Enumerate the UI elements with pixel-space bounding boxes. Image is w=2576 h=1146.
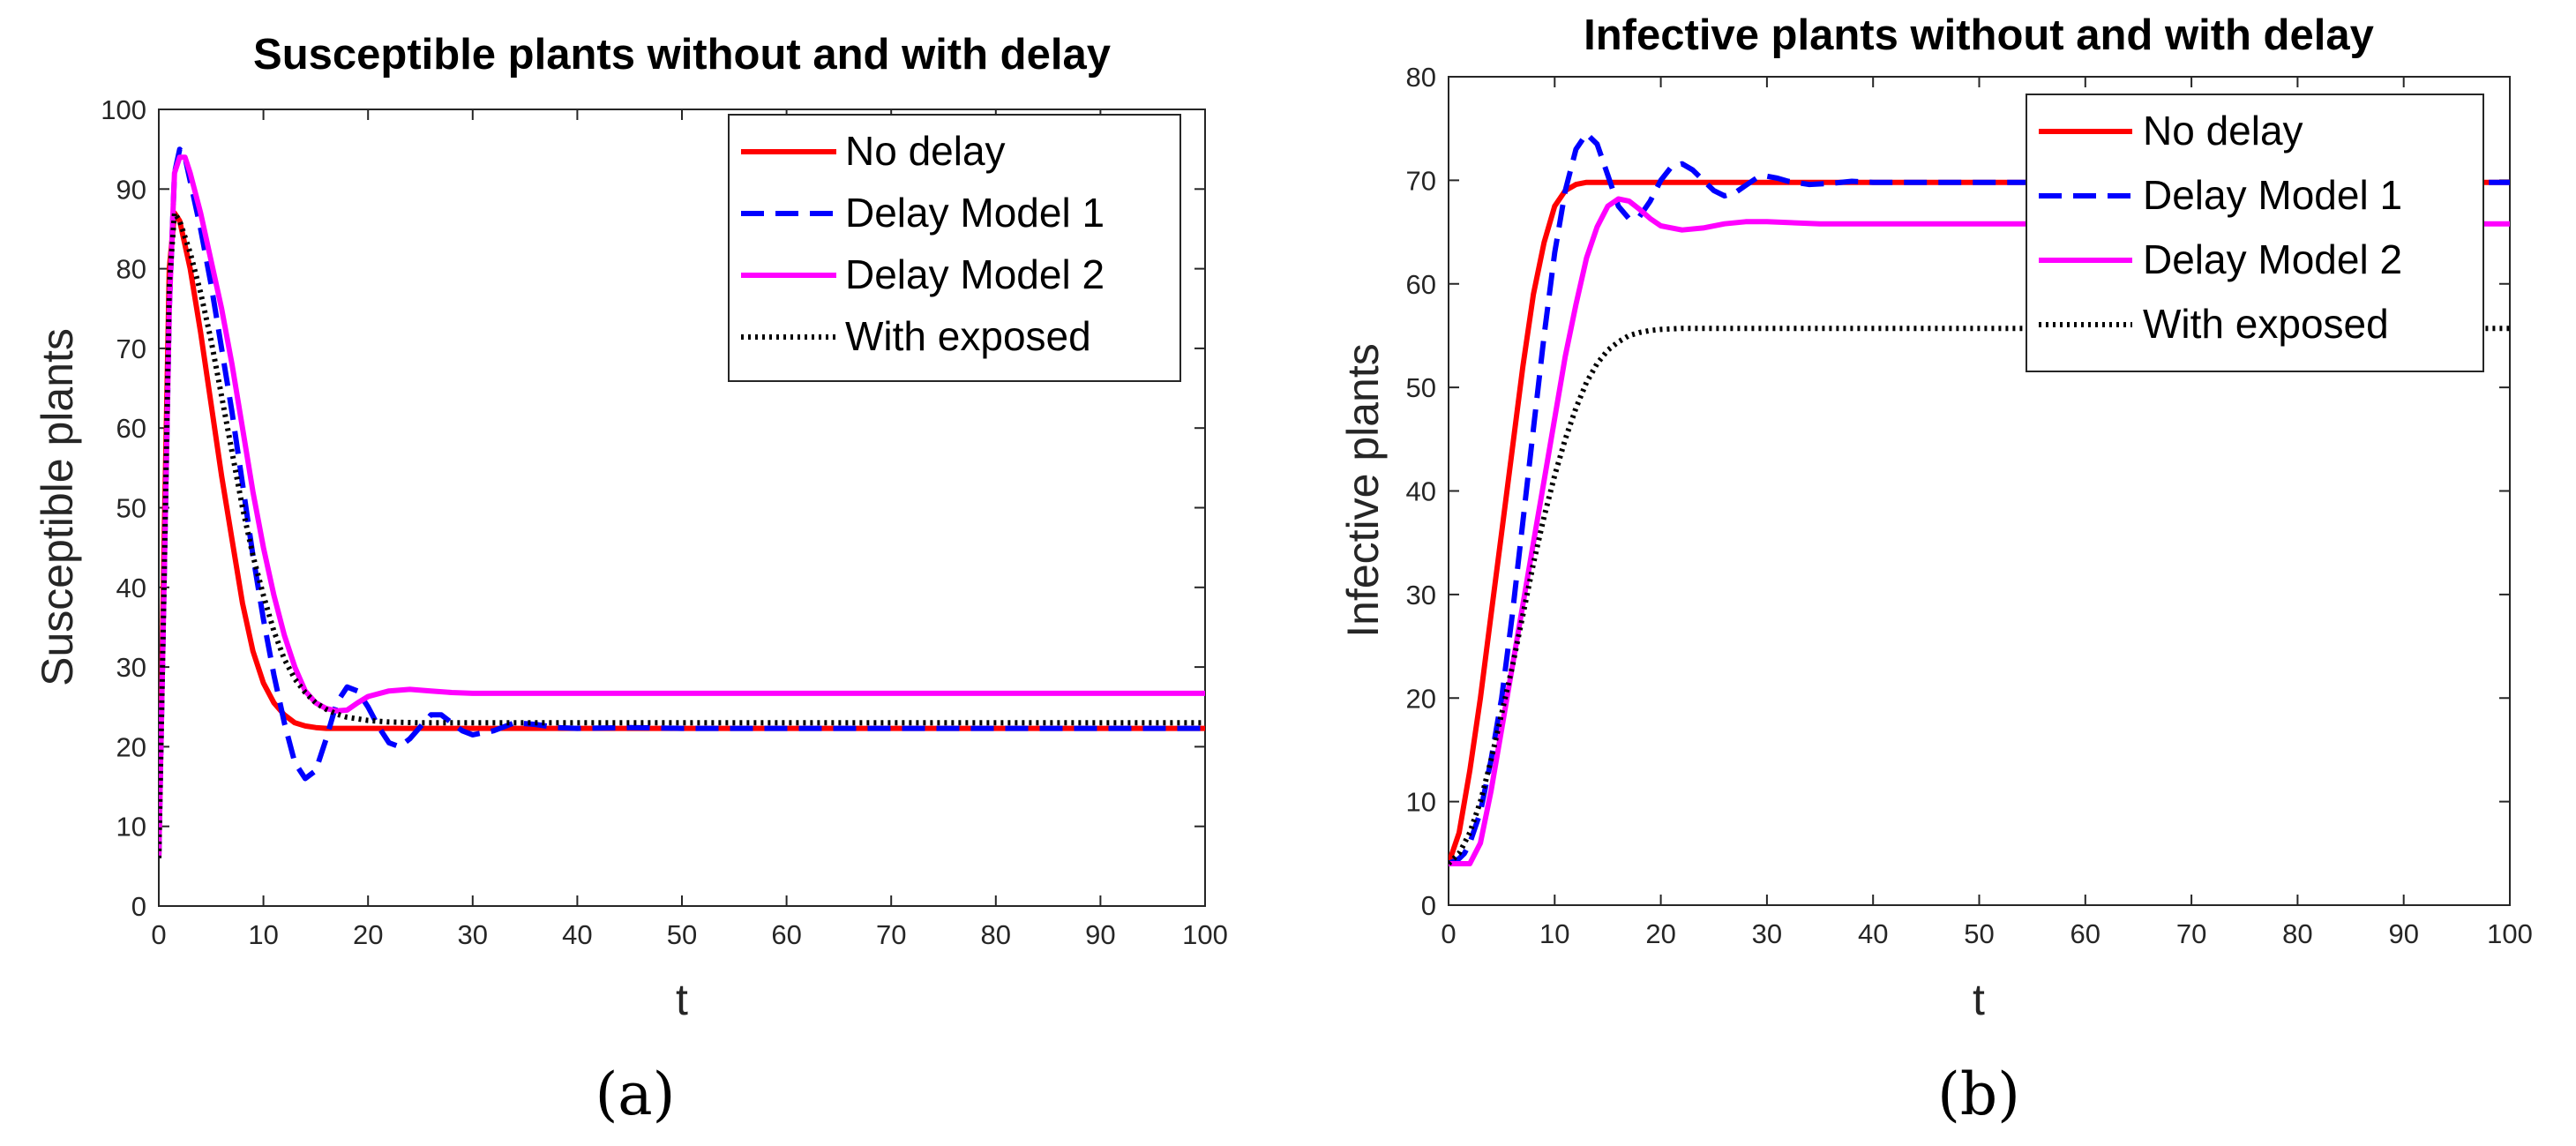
x-axis-label: t bbox=[1973, 975, 1985, 1024]
y-tick-label: 10 bbox=[116, 812, 146, 843]
y-tick-label: 70 bbox=[116, 333, 146, 364]
x-tick-label: 40 bbox=[562, 919, 592, 950]
x-tick-label: 60 bbox=[2071, 918, 2100, 949]
legend-label-delay-model-2: Delay Model 2 bbox=[2143, 236, 2402, 282]
legend: No delay Delay Model 1 Delay Model 2 With e… bbox=[2026, 94, 2484, 372]
y-tick-label: 100 bbox=[101, 94, 146, 125]
series-line-delay-model-2 bbox=[159, 154, 1205, 858]
x-tick-label: 90 bbox=[2388, 918, 2418, 949]
x-tick-label: 90 bbox=[1085, 919, 1115, 950]
y-tick-label: 10 bbox=[1406, 787, 1436, 818]
legend-label-with-exposed: With exposed bbox=[2143, 301, 2389, 347]
legend-label-delay-model-2: Delay Model 2 bbox=[845, 251, 1105, 297]
y-tick-label: 0 bbox=[131, 891, 146, 922]
series-line-with-exposed bbox=[159, 210, 1205, 858]
legend: No delay Delay Model 1 Delay Model 2 With e… bbox=[728, 114, 1181, 382]
y-tick-label: 80 bbox=[116, 254, 146, 285]
series-line-with-exposed bbox=[1449, 326, 2510, 866]
panel-label: (b) bbox=[1937, 1060, 2020, 1128]
y-tick-label: 20 bbox=[1406, 683, 1436, 714]
x-tick-label: 80 bbox=[2282, 918, 2312, 949]
x-tick-label: 100 bbox=[2487, 918, 2533, 949]
x-tick-label: 10 bbox=[248, 919, 278, 950]
y-tick-label: 40 bbox=[1406, 476, 1436, 507]
x-tick-label: 10 bbox=[1539, 918, 1569, 949]
legend-label-no-delay: No delay bbox=[2143, 108, 2303, 154]
y-tick-label: 70 bbox=[1406, 165, 1436, 196]
x-tick-label: 30 bbox=[1752, 918, 1782, 949]
series-line-delay-model-1 bbox=[1449, 131, 2510, 866]
legend-label-no-delay: No delay bbox=[845, 128, 1006, 174]
chart-title: Infective plants without and with delay bbox=[1584, 11, 2374, 59]
x-axis-label: t bbox=[676, 975, 688, 1024]
y-tick-label: 90 bbox=[116, 174, 146, 205]
x-tick-label: 60 bbox=[771, 919, 801, 950]
legend-label-delay-model-1: Delay Model 1 bbox=[2143, 172, 2402, 218]
legend-label-delay-model-1: Delay Model 1 bbox=[845, 190, 1105, 236]
panel-label: (a) bbox=[595, 1060, 676, 1128]
x-tick-label: 50 bbox=[1964, 918, 1994, 949]
panel-a: 0 10 20 30 40 50 60 70 80 90 100 0 10 20 30 40 50 60 70 80 9… bbox=[33, 31, 1228, 1128]
x-tick-label: 20 bbox=[1645, 918, 1675, 949]
x-tick-label: 80 bbox=[981, 919, 1011, 950]
x-tick-label: 70 bbox=[2176, 918, 2206, 949]
x-tick-label: 40 bbox=[1858, 918, 1888, 949]
y-tick-label: 50 bbox=[116, 493, 146, 524]
series-line-delay-model-1 bbox=[159, 146, 1205, 858]
x-tick-label: 30 bbox=[458, 919, 488, 950]
x-tick-label: 70 bbox=[876, 919, 906, 950]
y-tick-label: 30 bbox=[116, 652, 146, 683]
y-tick-label: 20 bbox=[116, 731, 146, 762]
legend-box bbox=[728, 114, 1181, 382]
chart-title: Susceptible plants without and with dela… bbox=[253, 31, 1111, 79]
y-tick-label: 60 bbox=[1406, 269, 1436, 300]
y-tick-label: 80 bbox=[1406, 62, 1436, 93]
y-axis-label: Infective plants bbox=[1338, 343, 1388, 638]
y-tick-label: 40 bbox=[116, 573, 146, 603]
y-tick-label: 60 bbox=[116, 413, 146, 444]
y-tick-label: 50 bbox=[1406, 372, 1436, 403]
x-tick-label: 100 bbox=[1182, 919, 1228, 950]
panel-b: 0 10 20 30 40 50 60 70 80 90 100 0 10 20 30 40 50 60 70 80 N… bbox=[1338, 11, 2533, 1128]
x-tick-label: 50 bbox=[667, 919, 697, 950]
y-tick-label: 0 bbox=[1421, 890, 1436, 921]
x-tick-label: 0 bbox=[151, 919, 166, 950]
x-tick-label: 20 bbox=[353, 919, 383, 950]
legend-label-with-exposed: With exposed bbox=[845, 313, 1091, 359]
y-axis-label: Susceptible plants bbox=[33, 328, 82, 686]
x-tick-label: 0 bbox=[1441, 918, 1456, 949]
y-tick-label: 30 bbox=[1406, 580, 1436, 610]
